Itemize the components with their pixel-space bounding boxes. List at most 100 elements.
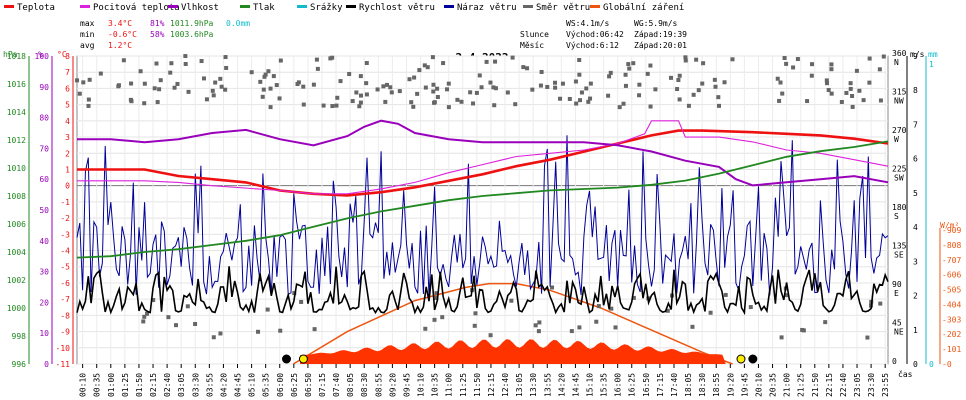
wind-dir-dot [623,83,628,88]
wind-dir-dot [627,66,632,71]
x-tick-label: 16:25 [628,373,637,397]
press-axis-tick: 1016 [7,80,26,89]
series-lines [76,119,889,316]
wind-dir-dot [488,333,493,338]
x-tick-label: 21:00 [783,373,792,397]
wind-dir-dot [779,335,784,340]
wind-dir-dot [824,81,829,86]
wind-dir-dot [553,80,558,85]
temp-axis-tick: 1 [65,165,70,174]
wind-dir-dot [558,96,563,101]
wind-dir-dot [183,61,188,66]
wind-dir-dot [829,91,834,96]
dir-axis-label: NW [894,97,904,106]
dir-axis-tick: 0 [892,357,897,366]
wind-dir-dot [780,91,785,96]
wind-dir-dot [441,61,446,66]
wind-dir-dot [277,96,282,101]
temp-axis-tick: 6 [65,84,70,93]
wind-axis-tick: 8 [913,86,918,95]
x-tick-label: 00:35 [93,373,102,397]
x-tick-label: 07:15 [318,373,327,397]
wind-dir-dot [626,62,631,67]
wind-axis-tick: 6 [913,155,918,164]
wind-dir-dot [77,91,82,96]
wind-dir-dot [193,321,198,326]
wind-dir-dot [218,331,223,336]
x-tick-label: 22:15 [825,373,834,397]
wind-dir-dot [577,58,582,63]
wind-dir-dot [335,95,340,100]
hum-axis-tick: 10 [39,329,49,338]
wind-dir-dot [415,91,420,96]
unit-temp: °C [57,50,67,59]
x-tick-label: 21:50 [811,373,820,397]
press-axis-tick: 1018 [7,52,26,61]
wind-dir-dot [301,102,306,107]
wind-dir-dot [594,319,599,324]
wind-dir-dot [530,87,535,92]
radiation-measured-fill [300,339,726,364]
wind-dir-dot [412,75,417,80]
rad-axis-tick: -202 [942,330,961,339]
dir-axis-tick: 45 [892,319,902,328]
wind-dir-dot [249,70,254,75]
wind-dir-dot [648,63,653,68]
x-tick-label: 03:05 [177,373,186,397]
x-tick-label: 10:10 [417,373,426,397]
wind-dir-dot [700,81,705,86]
wind-dir-dot [219,84,224,89]
temp-axis-tick: -9 [60,328,70,337]
moonset-marker [748,354,758,364]
x-tick-label: 23:55 [881,373,890,397]
wind-dir-dot [425,65,430,70]
rad-axis-tick: -303 [942,315,961,324]
x-tick-label: 23:05 [853,373,862,397]
wind-dir-dot [690,324,695,329]
wind-dir-dot [683,58,688,63]
wind-dir-dot [98,71,103,76]
wind-axis-tick: 0 [913,360,918,369]
press-axis-tick: 996 [12,360,27,369]
wind-dir-dot [292,291,297,296]
wind-dir-dot [809,73,814,78]
wind-dir-dot [381,84,386,89]
temp-axis-tick: -7 [60,295,70,304]
wind-dir-dot [829,67,834,72]
x-tick-label: 22:40 [839,373,848,397]
rad-axis-tick: -606 [942,271,961,280]
x-tick-label: 18:30 [698,373,707,397]
wind-dir-dot [665,308,670,313]
wind-dir-dot [513,102,518,107]
wind-dir-dot [434,291,439,296]
legend-swatch [4,5,14,8]
wind-dir-dot [334,103,339,108]
press-axis-tick: 1012 [7,136,26,145]
x-tick-label: 01:25 [121,373,130,397]
stats-avg-temp: 1.2°C [108,41,132,50]
x-tick-label: 04:45 [234,373,243,397]
wind-dir-dot [423,85,428,90]
wind-dir-dot [805,99,810,104]
wind-dir-dot [430,55,435,60]
press-axis-tick: 1010 [7,164,26,173]
temp-axis-tick: -6 [60,279,70,288]
dir-axis-label: S [894,212,899,221]
legend-swatch [523,5,533,8]
wind-dir-dot [423,326,428,331]
wind-dir-dot [172,85,177,90]
x-tick-label: 19:20 [726,373,735,397]
temp-axis-tick: -8 [60,311,70,320]
wind-dir-dot [484,59,489,64]
wind-dir-dot [218,76,223,81]
wind-dir-dot [586,99,591,104]
wind-dir-dot [637,82,642,87]
wind-dir-dot [446,105,451,110]
dir-axis-label: SW [894,174,904,183]
wind-speed-line [76,266,889,316]
wind-dir-dot [696,88,701,93]
wind-dir-dot [354,90,359,95]
wind-dir-dot [278,328,283,333]
wind-dir-dot [138,69,143,74]
wind-dir-dot [151,298,156,303]
